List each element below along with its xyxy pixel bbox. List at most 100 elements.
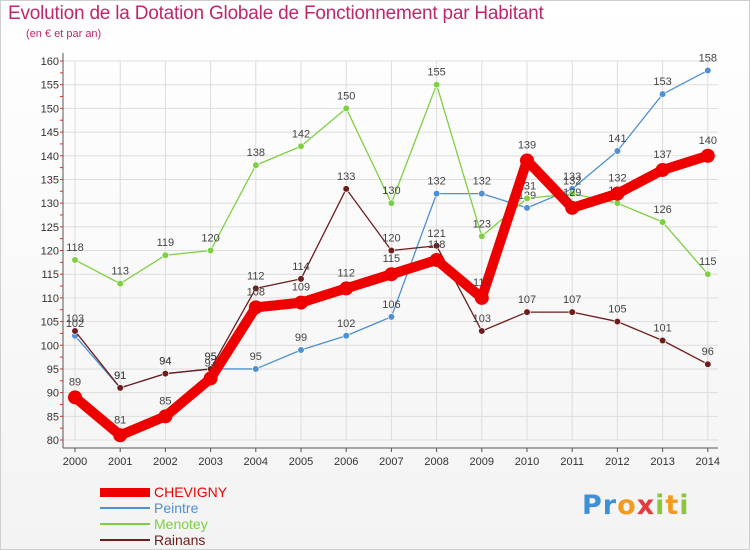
point-menotey <box>297 142 305 150</box>
data-label-rainans: 105 <box>608 304 626 316</box>
x-tick-label: 2010 <box>515 456 539 468</box>
data-label-peintre: 102 <box>66 318 84 330</box>
y-tick-label: 125 <box>41 222 59 234</box>
point-peintre <box>658 90 667 98</box>
point-menotey <box>478 232 486 240</box>
data-label-peintre: 95 <box>204 351 216 363</box>
data-label-peintre: 141 <box>608 133 626 145</box>
x-tick-label: 2005 <box>289 456 313 468</box>
legend-swatch <box>100 539 150 541</box>
data-label-rainans: 107 <box>563 294 581 306</box>
y-tick-label: 140 <box>41 151 59 163</box>
data-label-menotey: 126 <box>653 204 671 216</box>
data-label-menotey: 132 <box>563 176 581 188</box>
x-tick-label: 2001 <box>108 456 132 468</box>
data-label-menotey: 150 <box>337 90 355 102</box>
x-tick-label: 2014 <box>696 456 720 468</box>
x-tick-label: 2006 <box>334 456 358 468</box>
data-label-menotey: 130 <box>382 185 400 197</box>
legend-item-chevigny: CHEVIGNY <box>100 484 360 500</box>
data-label-rainans: 96 <box>702 346 714 358</box>
point-menotey <box>71 256 79 264</box>
point-chevigny <box>565 200 580 215</box>
legend-item-menotey: Menotey <box>100 516 360 532</box>
data-label-menotey: 120 <box>201 233 219 245</box>
data-label-menotey: 115 <box>699 256 717 268</box>
data-label-rainans: 103 <box>66 313 84 325</box>
y-tick-label: 120 <box>41 246 59 258</box>
point-peintre <box>297 346 305 354</box>
data-label-rainans: 95 <box>204 351 216 363</box>
point-rainans <box>387 246 396 255</box>
data-label-peintre: 95 <box>250 351 262 363</box>
data-label-menotey: 138 <box>247 147 265 159</box>
point-menotey <box>568 190 576 198</box>
point-chevigny <box>655 162 670 177</box>
point-menotey <box>433 81 441 89</box>
data-label-chevigny: 85 <box>159 395 171 407</box>
data-label-peintre: 99 <box>295 332 307 344</box>
x-tick-label: 2007 <box>379 456 403 468</box>
data-label-rainans: 103 <box>473 313 491 325</box>
point-chevigny <box>474 290 489 305</box>
data-label-chevigny: 110 <box>473 277 491 289</box>
legend-item-peintre: Peintre <box>100 500 360 516</box>
x-tick-label: 2004 <box>244 456 268 468</box>
point-chevigny <box>158 409 173 424</box>
y-tick-label: 150 <box>41 103 59 115</box>
point-rainans <box>704 360 712 368</box>
point-peintre <box>704 66 712 75</box>
data-label-peintre: 158 <box>699 52 717 64</box>
point-rainans <box>161 370 169 378</box>
data-label-menotey: 113 <box>111 266 129 278</box>
legend-label: Peintre <box>154 500 199 516</box>
x-tick-label: 2009 <box>470 456 494 468</box>
point-rainans <box>613 317 622 326</box>
y-tick-label: 115 <box>41 269 59 281</box>
legend-label: CHEVIGNY <box>154 484 228 500</box>
y-tick-label: 130 <box>41 198 59 210</box>
data-label-rainans: 107 <box>518 294 536 306</box>
point-chevigny <box>203 371 218 386</box>
y-tick-label: 110 <box>41 293 59 305</box>
legend-swatch <box>100 507 150 509</box>
data-label-chevigny: 139 <box>518 139 536 151</box>
data-label-rainans: 120 <box>382 233 400 245</box>
data-label-chevigny: 81 <box>114 414 126 426</box>
x-tick-label: 2008 <box>424 456 448 468</box>
data-label-chevigny: 132 <box>608 173 626 185</box>
point-menotey <box>387 199 396 207</box>
point-menotey <box>252 161 260 169</box>
legend-swatch <box>100 487 150 497</box>
point-peintre <box>613 147 622 155</box>
data-label-menotey: 118 <box>66 242 84 254</box>
data-label-chevigny: 118 <box>428 239 446 251</box>
data-label-chevigny: 93 <box>204 357 216 369</box>
point-rainans <box>342 185 350 193</box>
data-label-chevigny: 109 <box>292 282 310 294</box>
y-tick-label: 160 <box>41 56 59 68</box>
data-label-chevigny: 89 <box>69 376 81 388</box>
point-menotey <box>658 218 667 226</box>
point-menotey <box>161 251 169 259</box>
data-label-chevigny: 108 <box>247 286 265 298</box>
data-label-peintre: 132 <box>473 176 491 188</box>
point-chevigny <box>520 153 534 168</box>
data-label-rainans: 133 <box>337 171 355 183</box>
y-tick-label: 155 <box>41 80 59 92</box>
x-tick-label: 2012 <box>605 456 629 468</box>
point-chevigny <box>68 390 82 405</box>
data-label-chevigny: 140 <box>699 135 717 147</box>
data-label-rainans: 91 <box>114 370 126 382</box>
y-tick-label: 80 <box>47 435 59 447</box>
y-tick-label: 100 <box>41 340 59 352</box>
point-chevigny <box>384 267 399 282</box>
data-label-menotey: 123 <box>473 218 491 230</box>
data-label-rainans: 94 <box>159 356 171 368</box>
point-chevigny <box>113 428 128 443</box>
point-peintre <box>523 204 531 212</box>
point-peintre <box>433 190 441 198</box>
data-label-peintre: 153 <box>653 76 671 88</box>
point-chevigny <box>429 252 444 267</box>
data-label-chevigny: 137 <box>653 149 671 161</box>
